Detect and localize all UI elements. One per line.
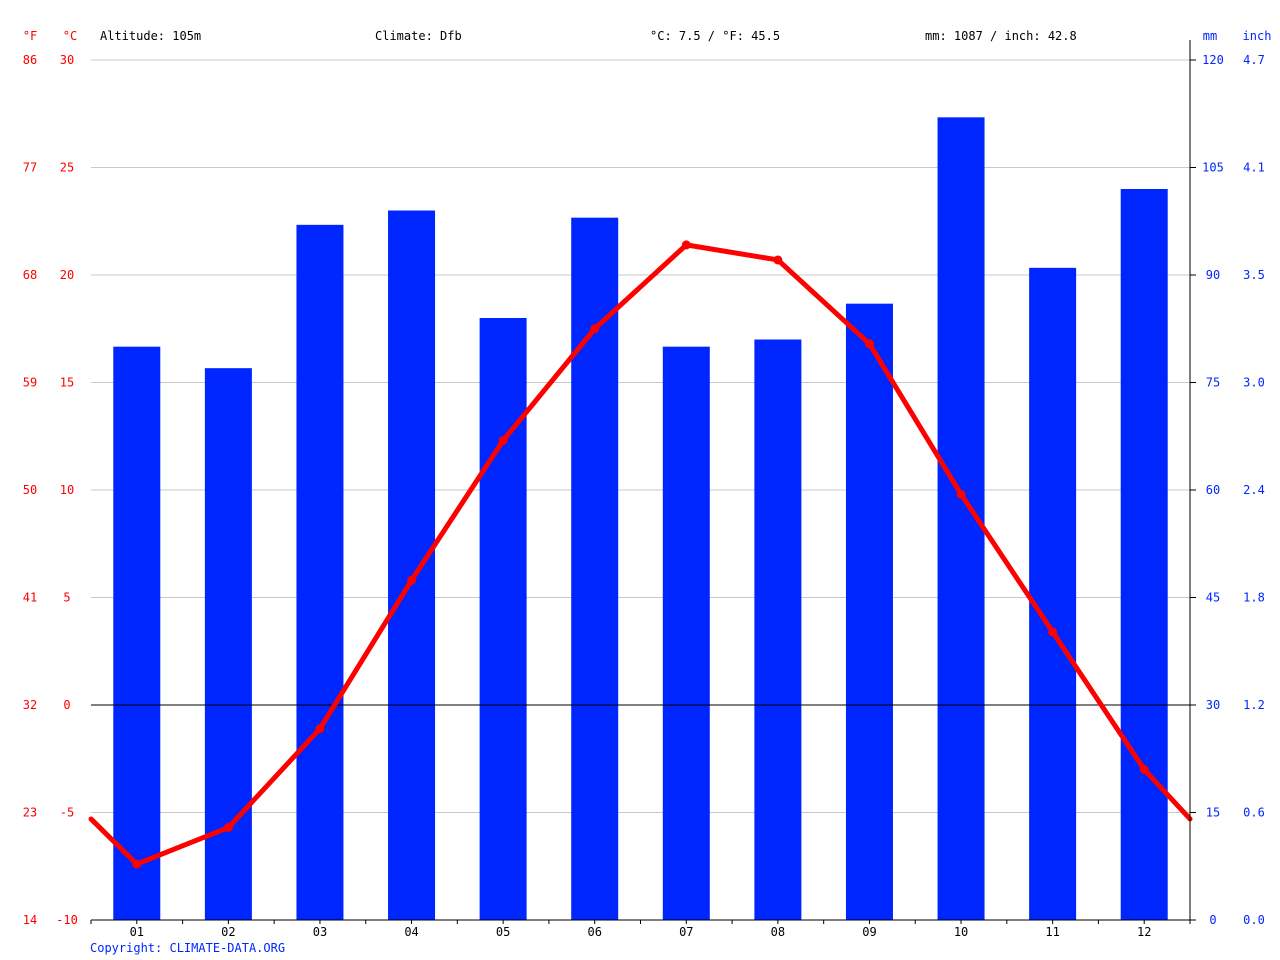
precipitation-bar [388,210,436,920]
temperature-point [590,324,600,334]
temperature-line [88,240,1193,869]
inch-unit-label: inch [1243,29,1272,43]
celsius-tick-label: 20 [60,268,74,282]
precipitation-bar [113,346,161,921]
inch-tick-label: 3.0 [1243,376,1265,390]
mm-tick-label: 30 [1206,698,1220,712]
axes [90,40,1196,924]
month-tick-label: 04 [404,925,418,939]
temperature-point [315,724,325,734]
mm-tick-label: 60 [1206,483,1220,497]
month-tick-label: 06 [587,925,601,939]
inch-tick-label: 3.5 [1243,268,1265,282]
fahrenheit-tick-label: 14 [23,913,37,927]
precipitation-bar [479,318,527,920]
month-tick-label: 05 [496,925,510,939]
precipitation-bar [1029,267,1077,920]
mm-tick-label: 120 [1202,53,1224,67]
mm-tick-label: 90 [1206,268,1220,282]
precipitation-bar [296,224,344,921]
celsius-tick-label: 0 [63,698,70,712]
fahrenheit-tick-label: 23 [23,806,37,820]
fahrenheit-tick-label: 41 [23,591,37,605]
mm-tick-label: 45 [1206,591,1220,605]
inch-tick-label: 4.1 [1243,161,1265,175]
precipitation-bar [204,368,252,921]
mm-tick-label: 105 [1202,161,1224,175]
temperature-point [1139,765,1149,774]
month-tick-label: 10 [954,925,968,939]
inch-tick-label: 0.0 [1243,913,1265,927]
month-tick-label: 07 [679,925,693,939]
month-tick-label: 09 [862,925,876,939]
inch-tick-label: 2.4 [1243,483,1265,497]
tick-labels: 86 30 120 4.777 25 105 4.168 20 90 3.559 15 75 3.050… [23,53,1265,939]
temperature-polyline [88,242,1193,867]
temperature-point [956,489,966,499]
precipitation-bar [845,303,893,921]
precipitation-bar [662,346,710,921]
climate-label: Climate: Dfb [375,29,462,43]
mm-unit-label: mm [1203,29,1217,43]
fahrenheit-tick-label: 68 [23,268,37,282]
precipitation-total-label: mm: 1087 / inch: 42.8 [925,29,1077,43]
temperature-point [407,575,417,585]
fahrenheit-tick-label: 86 [23,53,37,67]
month-tick-label: 11 [1045,925,1059,939]
inch-tick-label: 1.8 [1243,591,1265,605]
inch-tick-label: 1.2 [1243,698,1265,712]
precipitation-bar [1120,189,1168,920]
precipitation-bars [113,117,1168,921]
grid-lines [91,59,1190,921]
temperature-point [681,240,691,250]
temperature-point [223,823,233,833]
altitude-label: Altitude: 105m [100,29,201,43]
precipitation-bar [754,339,802,920]
month-tick-label: 02 [221,925,235,939]
precipitation-bar [571,217,619,920]
temperature-point [773,255,783,265]
temperature-point [864,339,874,349]
fahrenheit-tick-label: 32 [23,698,37,712]
fahrenheit-tick-label: 50 [23,483,37,497]
celsius-tick-label: -5 [60,806,74,820]
month-tick-label: 12 [1137,925,1151,939]
mm-tick-label: 75 [1206,376,1220,390]
inch-tick-label: 4.7 [1243,53,1265,67]
celsius-tick-label: 5 [63,591,70,605]
temperature-average-label: °C: 7.5 / °F: 45.5 [650,29,780,43]
celsius-unit-label: °C [63,29,77,43]
temperature-point [498,436,508,446]
fahrenheit-tick-label: 77 [23,161,37,175]
inch-tick-label: 0.6 [1243,806,1265,820]
month-tick-label: 08 [771,925,785,939]
fahrenheit-tick-label: 59 [23,376,37,390]
celsius-tick-label: -10 [56,913,78,927]
month-tick-label: 01 [130,925,144,939]
mm-tick-label: 15 [1206,806,1220,820]
celsius-tick-label: 25 [60,161,74,175]
month-tick-label: 03 [313,925,327,939]
celsius-tick-label: 10 [60,483,74,497]
copyright-label: Copyright: CLIMATE-DATA.ORG [90,941,285,955]
mm-tick-label: 0 [1209,913,1216,927]
fahrenheit-unit-label: °F [23,29,37,43]
celsius-tick-label: 15 [60,376,74,390]
temperature-point [132,859,142,869]
temperature-point [1048,627,1058,637]
celsius-tick-label: 30 [60,53,74,67]
